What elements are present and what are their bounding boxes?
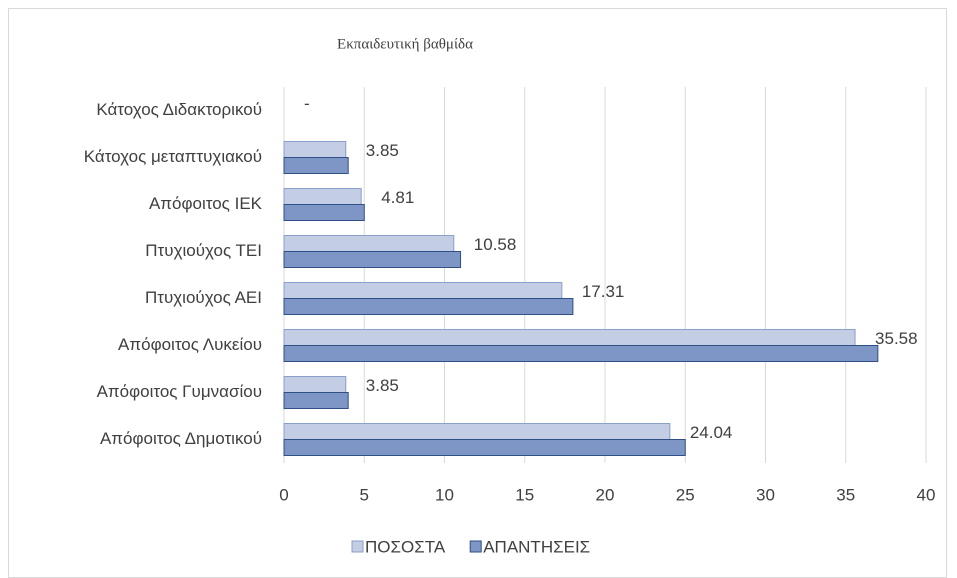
x-tick-label: 10 bbox=[435, 485, 454, 504]
x-tick-label: 15 bbox=[515, 485, 534, 504]
bar bbox=[283, 439, 686, 456]
y-tick-label: Απόφοιτος Γυμνασίου bbox=[97, 382, 262, 401]
legend-swatch bbox=[469, 540, 482, 553]
bar bbox=[283, 157, 349, 174]
y-tick-label: Κάτοχος Διδακτορικού bbox=[96, 100, 262, 119]
x-tick-label: 5 bbox=[360, 485, 369, 504]
bar bbox=[283, 392, 349, 409]
legend-label: ΠΟΣΟΣΤΑ bbox=[365, 537, 446, 556]
y-tick-label: Απόφοιτος ΙΕΚ bbox=[149, 194, 263, 213]
legend-label: ΑΠΑΝΤΗΣΕΙΣ bbox=[483, 537, 590, 556]
data-label: 17.31 bbox=[582, 282, 625, 301]
bar bbox=[283, 329, 856, 346]
bar bbox=[283, 282, 563, 299]
bar bbox=[283, 251, 462, 268]
x-tick-label: 25 bbox=[676, 485, 695, 504]
y-tick-label: Απόφοιτος Δημοτικού bbox=[100, 429, 262, 448]
x-tick-label: 40 bbox=[917, 485, 936, 504]
bar bbox=[283, 204, 365, 221]
data-label: 3.85 bbox=[366, 141, 399, 160]
data-label: 10.58 bbox=[474, 235, 517, 254]
y-tick-label: Πτυχιούχος ΑΕΙ bbox=[145, 288, 262, 307]
bar bbox=[283, 298, 574, 315]
legend-swatch bbox=[351, 540, 364, 553]
y-tick-label: Κάτοχος μεταπτυχιακού bbox=[84, 147, 262, 166]
y-tick-label: Απόφοιτος Λυκείου bbox=[118, 335, 262, 354]
y-tick-label: Πτυχιούχος ΤΕΙ bbox=[145, 241, 262, 260]
x-tick-label: 20 bbox=[596, 485, 615, 504]
data-label: 35.58 bbox=[875, 329, 918, 348]
data-label: 24.04 bbox=[690, 423, 733, 442]
x-tick-label: 0 bbox=[279, 485, 288, 504]
bar bbox=[283, 376, 347, 393]
x-tick-label: 35 bbox=[836, 485, 855, 504]
bar bbox=[283, 235, 455, 252]
bar bbox=[283, 141, 347, 158]
data-label: 4.81 bbox=[381, 188, 414, 207]
bar bbox=[283, 423, 671, 440]
data-label: 3.85 bbox=[366, 376, 399, 395]
bar bbox=[283, 188, 362, 205]
x-tick-label: 30 bbox=[756, 485, 775, 504]
data-label: - bbox=[304, 94, 310, 113]
bar bbox=[283, 345, 879, 362]
chart-title: Εκπαιδευτική βαθμίδα bbox=[337, 36, 473, 52]
